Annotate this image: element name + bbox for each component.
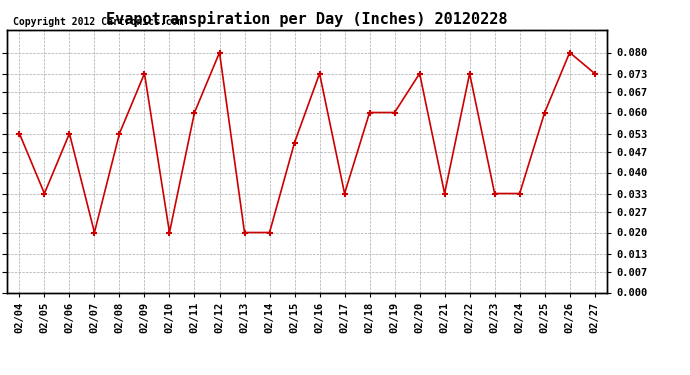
Title: Evapotranspiration per Day (Inches) 20120228: Evapotranspiration per Day (Inches) 2012… (106, 12, 508, 27)
Text: Copyright 2012 Cartronics.com: Copyright 2012 Cartronics.com (13, 17, 184, 27)
